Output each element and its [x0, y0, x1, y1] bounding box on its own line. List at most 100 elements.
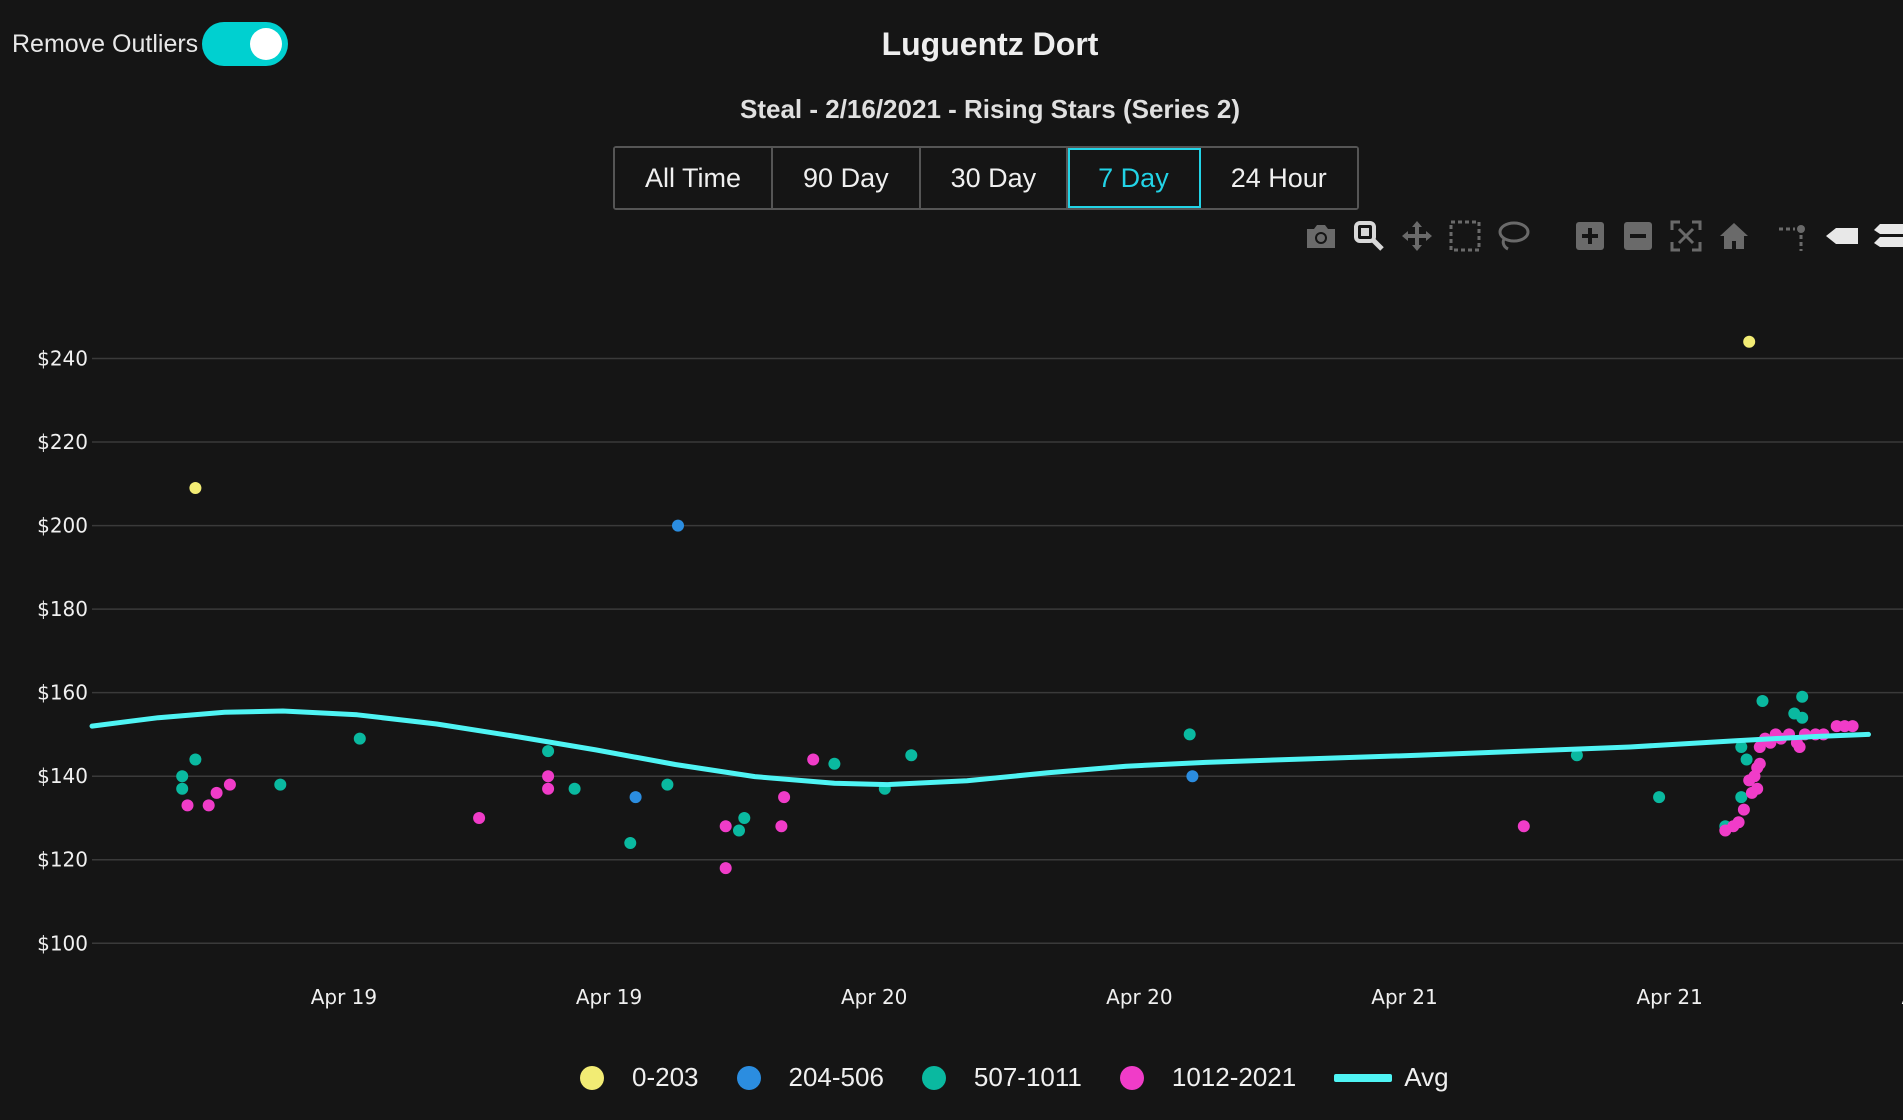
point-204-506[interactable] — [629, 791, 642, 804]
autoscale-icon[interactable] — [1668, 218, 1704, 254]
series-1012-2021 — [181, 720, 1859, 875]
point-1012-2021[interactable] — [542, 770, 555, 783]
average-line-layer — [89, 708, 1871, 788]
series-0-203 — [189, 335, 1756, 494]
lasso-icon[interactable] — [1495, 218, 1531, 254]
point-507-1011[interactable] — [624, 837, 637, 849]
point-1012-2021[interactable] — [1753, 757, 1766, 770]
point-1012-2021[interactable] — [473, 812, 486, 824]
camera-icon[interactable] — [1303, 218, 1339, 254]
range-all-time-button[interactable]: All Time — [615, 148, 774, 208]
chart-modebar — [1300, 218, 1903, 254]
chart-gridlines — [92, 357, 1903, 945]
y-tick-label: $180 — [37, 597, 88, 621]
range-7-day-button[interactable]: 7 Day — [1068, 148, 1201, 208]
point-204-506[interactable] — [1186, 770, 1199, 783]
point-1012-2021[interactable] — [1737, 803, 1750, 816]
point-1012-2021[interactable] — [181, 799, 194, 812]
legend-item-avg[interactable]: Avg — [1334, 1062, 1449, 1093]
point-507-1011[interactable] — [1740, 753, 1753, 766]
y-axis-tick-labels: $100 $120 $140 $160 $180 $200 $220 $240 — [37, 346, 88, 955]
legend-item-1012-2021[interactable]: 1012-2021 — [1119, 1062, 1297, 1093]
legend-label-1012-2021: 1012-2021 — [1171, 1062, 1297, 1092]
point-1012-2021[interactable] — [202, 799, 215, 812]
x-axis-tick-labels: Apr 19 Apr 19 Apr 20 Apr 20 Apr 21 Apr 21 Apr … — [311, 985, 1903, 1009]
point-507-1011[interactable] — [1796, 711, 1809, 724]
point-507-1011[interactable] — [661, 778, 674, 791]
point-507-1011[interactable] — [1653, 791, 1666, 804]
pan-icon[interactable] — [1399, 218, 1435, 254]
zoom-in-icon[interactable] — [1572, 218, 1608, 254]
point-507-1011[interactable] — [733, 824, 745, 837]
x-tick-label: Apr 22 — [1902, 985, 1903, 1009]
x-tick-label: Apr 21 — [1636, 985, 1702, 1009]
y-tick-label: $240 — [37, 346, 88, 370]
chart-legend: 0-203 204-506 507-1011 1012-2021 Avg — [580, 1062, 1487, 1093]
legend-item-507-1011[interactable]: 507-1011 — [921, 1062, 1082, 1093]
legend-item-0-203[interactable]: 0-203 — [580, 1062, 699, 1093]
point-507-1011[interactable] — [568, 782, 581, 795]
point-1012-2021[interactable] — [775, 820, 788, 833]
point-507-1011[interactable] — [1756, 695, 1769, 707]
zoom-out-icon[interactable] — [1620, 218, 1656, 254]
spike-lines-icon[interactable] — [1776, 218, 1812, 254]
point-204-506[interactable] — [672, 519, 684, 532]
range-24-hour-button[interactable]: 24 Hour — [1200, 148, 1357, 208]
remove-outliers-label: Remove Outliers — [12, 29, 199, 58]
point-1012-2021[interactable] — [542, 782, 555, 795]
point-507-1011[interactable] — [905, 749, 918, 762]
scatter-points — [176, 335, 1859, 875]
point-1012-2021[interactable] — [719, 862, 732, 875]
point-507-1011[interactable] — [353, 732, 366, 745]
x-tick-label: Apr 19 — [576, 985, 642, 1009]
point-507-1011[interactable] — [189, 753, 202, 766]
point-507-1011[interactable] — [1183, 728, 1196, 741]
point-507-1011[interactable] — [828, 757, 841, 770]
point-1012-2021[interactable] — [210, 786, 223, 799]
point-0-203[interactable] — [189, 482, 202, 494]
y-tick-label: $100 — [37, 931, 88, 955]
point-507-1011[interactable] — [1796, 690, 1809, 703]
series-507-1011 — [176, 690, 1809, 849]
point-1012-2021[interactable] — [807, 753, 820, 766]
avg-line — [89, 708, 1871, 788]
point-1012-2021[interactable] — [1793, 741, 1806, 753]
x-tick-label: Apr 20 — [1106, 985, 1172, 1009]
point-1012-2021[interactable] — [1732, 816, 1745, 829]
point-1012-2021[interactable] — [223, 778, 236, 791]
series-204-506 — [629, 519, 1199, 804]
point-1012-2021[interactable] — [719, 820, 732, 833]
chart-title: Luguentz Dort — [881, 26, 1099, 62]
legend-item-204-506[interactable]: 204-506 — [736, 1062, 884, 1093]
point-507-1011[interactable] — [1735, 791, 1748, 804]
point-0-203[interactable] — [1743, 335, 1756, 348]
box-select-icon[interactable] — [1447, 218, 1483, 254]
chart-plot-area[interactable]: $100$120$140$160$180$200$220$240 Apr 19 A… — [0, 0, 1903, 1060]
legend-label-507-1011: 507-1011 — [973, 1062, 1082, 1092]
hover-compare-icon[interactable] — [1872, 218, 1903, 254]
hover-closest-icon[interactable] — [1824, 218, 1860, 254]
point-507-1011[interactable] — [542, 745, 555, 758]
range-90-day-button[interactable]: 90 Day — [773, 148, 921, 208]
reset-axes-icon[interactable] — [1716, 218, 1752, 254]
point-1012-2021[interactable] — [778, 791, 791, 804]
zoom-icon[interactable] — [1351, 218, 1387, 254]
x-tick-label: Apr 19 — [311, 985, 377, 1009]
point-507-1011[interactable] — [738, 812, 751, 824]
point-507-1011[interactable] — [176, 770, 189, 783]
point-507-1011[interactable] — [274, 778, 287, 791]
point-507-1011[interactable] — [176, 782, 189, 795]
chart-subtitle: Steal - 2/16/2021 - Rising Stars (Series… — [739, 94, 1241, 124]
y-tick-label: $120 — [37, 848, 88, 872]
point-1012-2021[interactable] — [1846, 720, 1859, 733]
point-507-1011[interactable] — [1735, 741, 1748, 753]
legend-marker-204-506 — [736, 1065, 761, 1090]
point-1012-2021[interactable] — [1517, 820, 1530, 833]
remove-outliers-toggle[interactable] — [202, 22, 289, 66]
toggle-knob — [250, 28, 283, 60]
legend-marker-avg — [1334, 1073, 1393, 1082]
point-507-1011[interactable] — [1570, 749, 1583, 762]
point-1012-2021[interactable] — [1751, 782, 1764, 795]
range-30-day-button[interactable]: 30 Day — [920, 148, 1069, 208]
